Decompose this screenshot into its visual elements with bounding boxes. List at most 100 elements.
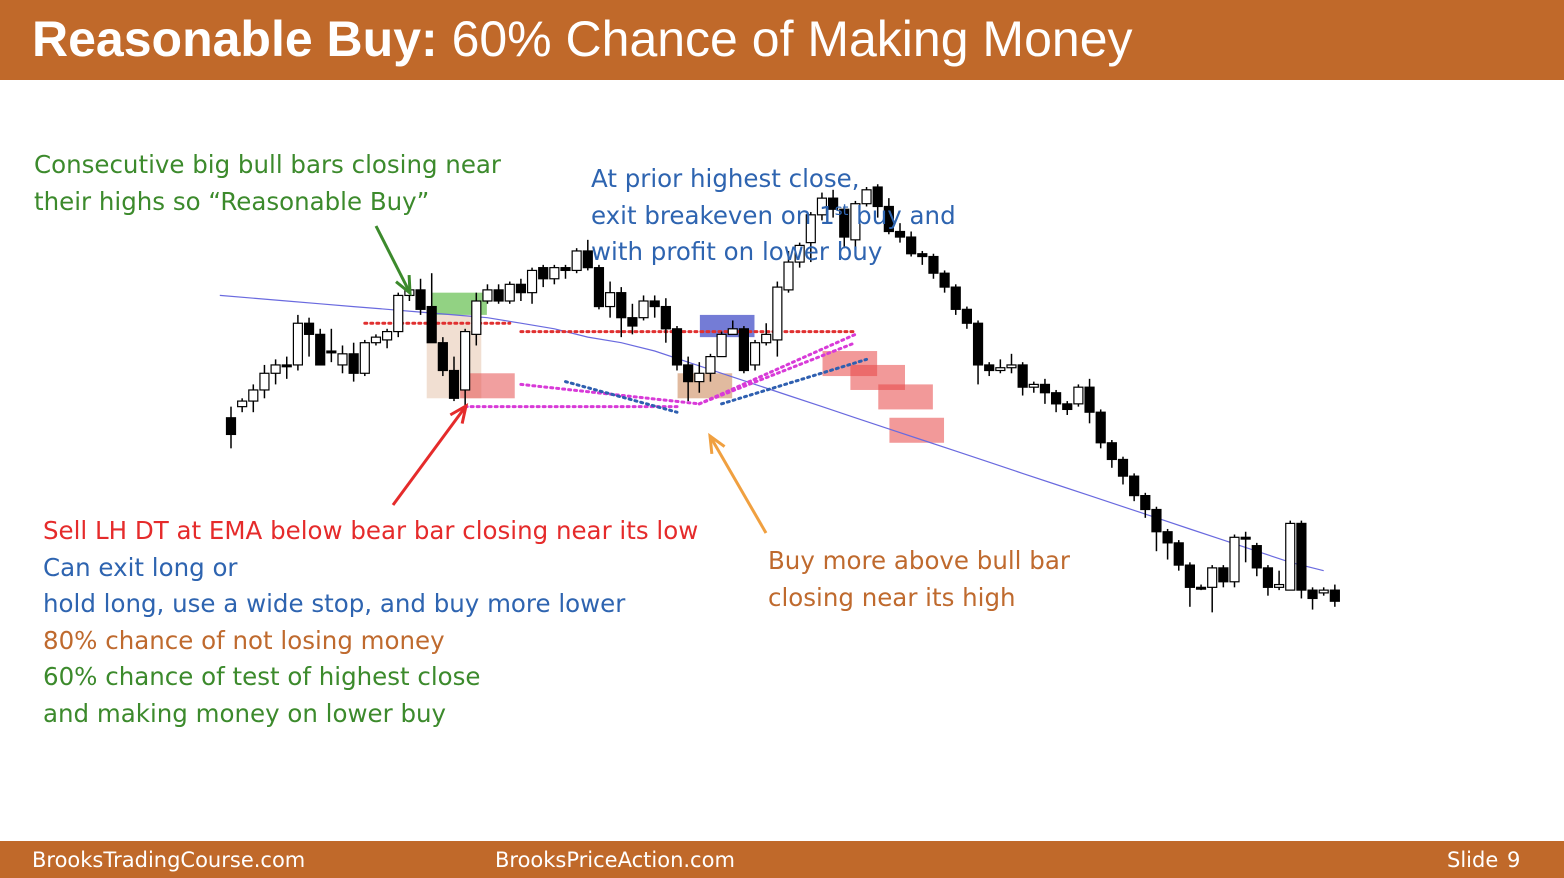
slide-title: Reasonable Buy: 60% Chance of Making Mon… — [32, 8, 1133, 70]
candle-bull — [1073, 386, 1084, 405]
note-reasonable-buy: Consecutive big bull bars closing near t… — [34, 147, 501, 220]
candle-bull — [1318, 589, 1329, 594]
candle-bear — [1296, 522, 1307, 591]
candle-bull — [761, 333, 772, 344]
candle-bull — [1285, 522, 1296, 591]
footer-center-site: BrooksPriceAction.com — [495, 848, 735, 872]
footer-slide-label: Slide — [1447, 848, 1499, 872]
note-line: with profit on lower buy — [591, 237, 883, 266]
candle-bear — [950, 286, 961, 310]
title-bar: Reasonable Buy: 60% Chance of Making Mon… — [0, 0, 1564, 80]
candle-bull — [861, 189, 872, 205]
candle-bear — [426, 305, 437, 344]
candle-bull — [638, 300, 649, 319]
dotted-line-magenta — [697, 332, 857, 406]
note-line: At prior highest close, — [591, 164, 860, 193]
dotted-line-blue — [720, 357, 869, 406]
candle-bear — [627, 317, 638, 327]
footer-bar: BrooksTradingCourse.com BrooksPriceActio… — [0, 841, 1564, 878]
candle-bull — [850, 203, 861, 241]
candle-bear — [448, 369, 460, 399]
candle-bull — [1006, 364, 1017, 369]
note-line: Sell LH DT at EMA below bear bar closing… — [43, 516, 699, 545]
candle-bull — [816, 197, 828, 216]
candle-bull — [482, 289, 493, 302]
candle-bear — [649, 300, 660, 308]
candle-bull — [259, 372, 270, 391]
candle-bull — [504, 283, 515, 302]
note-line: Buy more above bull bar — [768, 546, 1070, 575]
candle-bear — [1039, 383, 1051, 394]
candle-bear — [1129, 475, 1140, 497]
candle-bear — [1240, 536, 1251, 540]
note-sell-lh-dt: Sell LH DT at EMA below bear bar closing… — [43, 513, 698, 732]
candle-bear — [1251, 545, 1262, 569]
candle-bear — [315, 333, 326, 366]
dotted-line-blue — [564, 380, 679, 414]
candle-bear — [1084, 386, 1095, 413]
note-buy-more: Buy more above bull bar closing near its… — [768, 543, 1070, 616]
candle-bull — [337, 353, 348, 366]
candle-bear — [1184, 564, 1196, 588]
candle-bull — [1229, 536, 1240, 583]
candle-bull — [716, 333, 727, 358]
candle-bear — [872, 186, 883, 208]
candle-bear — [1050, 392, 1062, 405]
candle-bear — [738, 328, 750, 372]
arrow-red-head — [449, 403, 469, 424]
note-line: and making money on lower buy — [43, 698, 447, 728]
candle-bear — [894, 230, 906, 238]
candle-bear — [593, 267, 605, 308]
candle-bear — [1162, 531, 1173, 544]
note-line: Can exit long or — [43, 552, 238, 582]
candle-bull — [749, 342, 761, 366]
candle-bear — [1173, 542, 1184, 566]
candle-bear — [917, 253, 928, 258]
candle-bear — [906, 236, 917, 255]
candle-bear — [1307, 589, 1318, 600]
highlight-bear-3 — [878, 384, 933, 410]
title-rest: 60% Chance of Making Money — [437, 11, 1133, 67]
candle-bear — [984, 364, 995, 372]
candle-bull — [382, 330, 393, 341]
candle-bear — [1095, 411, 1106, 444]
candle-bull — [1207, 567, 1218, 588]
candle-bear — [671, 328, 683, 366]
candle-bear — [1106, 442, 1117, 461]
note-superscript: st — [834, 200, 849, 219]
candle-bear — [415, 289, 426, 310]
candle-bear — [939, 272, 950, 288]
candle-bull — [995, 367, 1006, 372]
candle-bear — [1062, 403, 1073, 411]
candle-bear — [1017, 364, 1028, 388]
candle-bear — [1117, 458, 1129, 477]
dotted-line-magenta — [697, 341, 857, 406]
arrow-green-head — [395, 274, 412, 297]
candle-bull — [270, 364, 281, 374]
candle-bull — [783, 261, 794, 291]
candle-bear — [348, 353, 359, 374]
dotted-line-magenta — [519, 382, 701, 406]
candle-bear — [1329, 589, 1340, 602]
candle-bull — [571, 250, 582, 272]
candle-bear — [827, 197, 839, 210]
candle-bear — [225, 417, 237, 436]
candle-bull — [526, 269, 538, 294]
candle-bear — [1218, 567, 1229, 583]
candle-bear — [281, 364, 292, 368]
candle-bull — [370, 336, 382, 344]
candle-bear — [515, 283, 527, 294]
candle-bear — [961, 308, 973, 324]
footer-slide-number: 9 — [1507, 848, 1521, 872]
candle-bull — [237, 400, 248, 408]
note-text: exit breakeven on 1 — [591, 200, 835, 230]
note-line: closing near its high — [768, 582, 1016, 612]
title-bold: Reasonable Buy: — [32, 11, 438, 67]
candle-bull — [248, 389, 259, 402]
note-line: exit breakeven on 1st buy and — [591, 198, 956, 235]
candle-bear — [326, 350, 337, 354]
candle-bear — [616, 292, 627, 319]
arrow-orange — [708, 435, 768, 534]
arrow-orange-head — [708, 432, 726, 455]
note-line: 80% chance of not losing money — [43, 625, 445, 655]
